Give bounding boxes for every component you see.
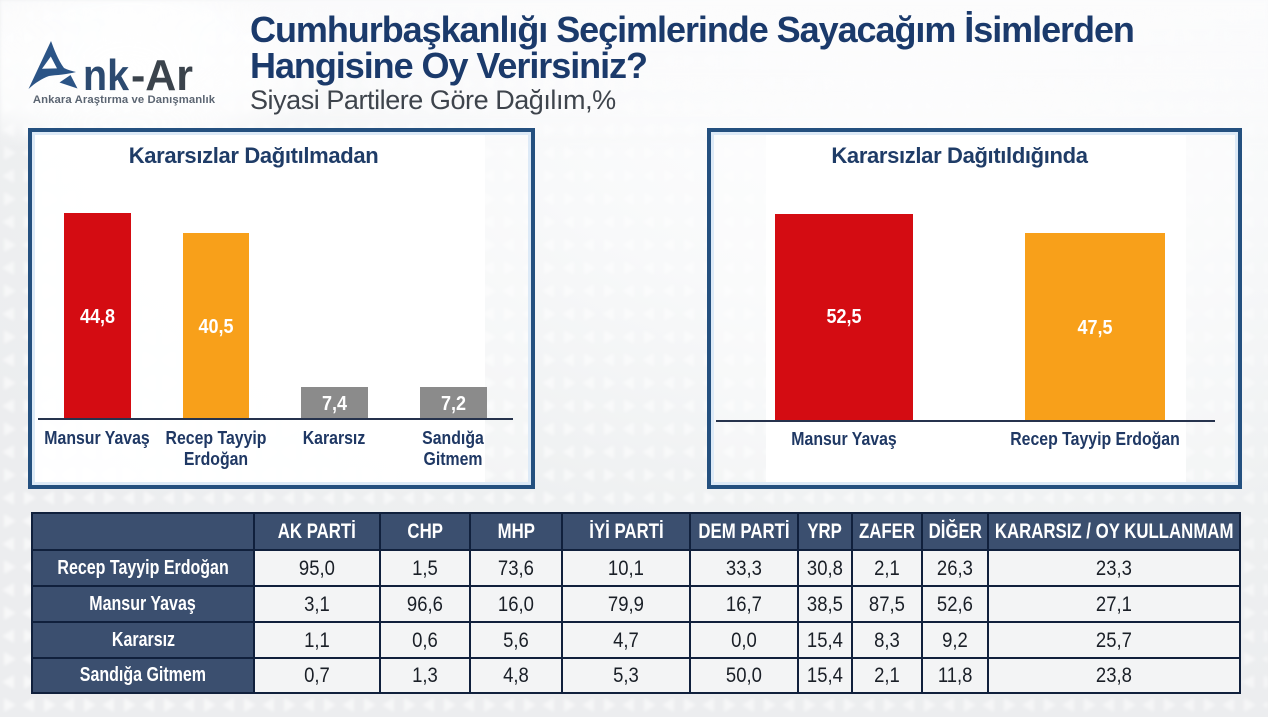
svg-text:nk: nk bbox=[83, 51, 129, 100]
svg-text:-Ar: -Ar bbox=[131, 51, 193, 100]
